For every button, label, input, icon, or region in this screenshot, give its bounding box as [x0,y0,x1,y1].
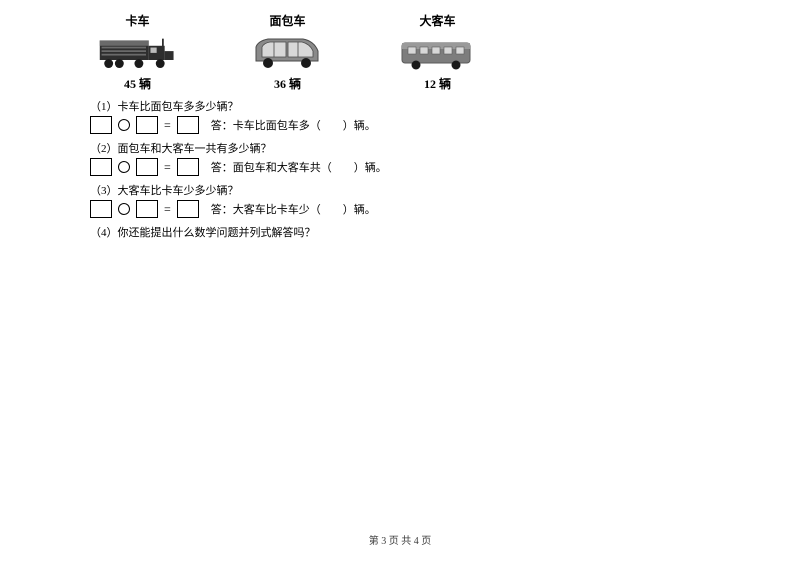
question-4: （4）你还能提出什么数学问题并列式解答吗？ [90,224,800,240]
page: 卡车 45 辆 [0,0,800,565]
vehicle-truck: 卡车 45 辆 [90,12,185,92]
page-footer: 第 3 页 共 4 页 [0,532,800,547]
equation-row-2: = 答：面包车和大客车共（ ）辆。 [90,158,800,176]
operand-box[interactable] [136,116,158,134]
vehicle-bus: 大客车 12 辆 [390,12,485,92]
van-label: 面包车 [269,12,305,29]
result-box[interactable] [177,116,199,134]
question-3: （3）大客车比卡车少多少辆？ [90,182,800,198]
equals-sign: = [164,118,171,133]
bus-label: 大客车 [419,12,455,29]
answer-1: 答：卡车比面包车多（ ）辆。 [211,117,376,133]
equals-sign: = [164,202,171,217]
answer-2: 答：面包车和大客车共（ ）辆。 [211,159,387,175]
vehicle-van: 面包车 36 辆 [240,12,335,92]
question-2: （2）面包车和大客车一共有多少辆？ [90,140,800,156]
equation-row-3: = 答：大客车比卡车少（ ）辆。 [90,200,800,218]
operator-circle[interactable] [118,161,130,173]
operand-box[interactable] [90,158,112,176]
operator-circle[interactable] [118,119,130,131]
question-1: （1）卡车比面包车多多少辆？ [90,98,800,114]
operand-box[interactable] [136,158,158,176]
vehicle-row: 卡车 45 辆 [90,12,800,92]
equation-row-1: = 答：卡车比面包车多（ ）辆。 [90,116,800,134]
van-icon [248,33,328,71]
result-box[interactable] [177,200,199,218]
bus-icon [398,33,478,71]
result-box[interactable] [177,158,199,176]
truck-count: 45 辆 [124,75,151,92]
operator-circle[interactable] [118,203,130,215]
truck-label: 卡车 [125,12,149,29]
operand-box[interactable] [90,116,112,134]
van-count: 36 辆 [274,75,301,92]
answer-3: 答：大客车比卡车少（ ）辆。 [211,201,376,217]
operand-box[interactable] [90,200,112,218]
truck-icon [98,33,178,71]
operand-box[interactable] [136,200,158,218]
bus-count: 12 辆 [424,75,451,92]
equals-sign: = [164,160,171,175]
